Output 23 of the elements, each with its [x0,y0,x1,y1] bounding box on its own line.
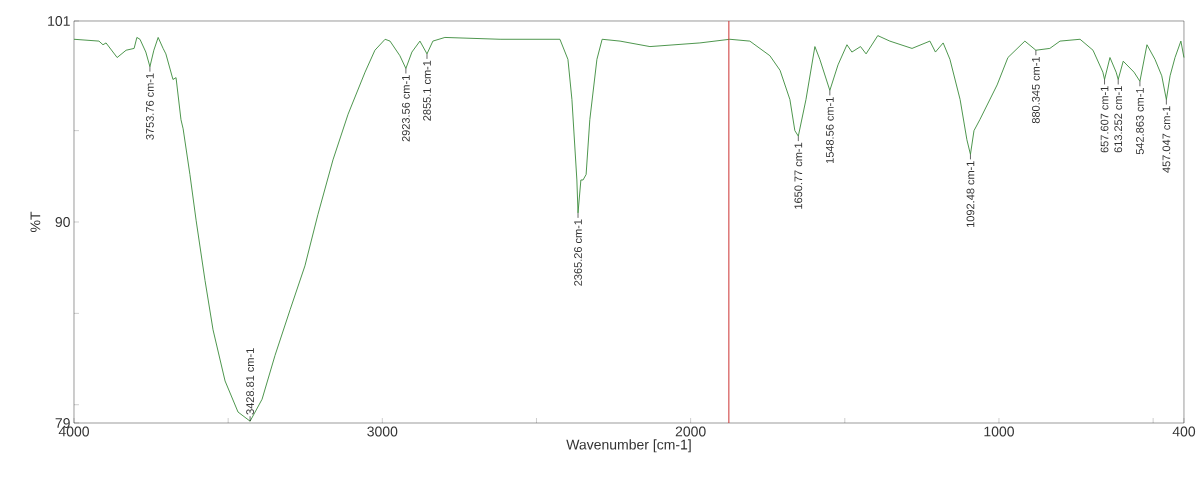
y-tick-label: 101 [48,16,70,26]
y-tick-label: 79 [55,418,70,428]
annotation: 2855.1 cm-1 [423,60,431,121]
x-tick-label: 2000 [675,426,706,437]
x-tick-label: 3000 [367,426,398,437]
x-tick-label: 4000 [58,426,89,437]
annotation: 542.863 cm-1 [1136,88,1144,155]
x-axis-title: Wavenumber [cm-1] [566,439,691,453]
annotation: 2923.56 cm-1 [401,75,410,142]
annotation: 613.252 cm-1 [1114,86,1123,153]
x-tick-label: 400 [1172,426,1196,437]
annotation: 1650.77 cm-1 [794,142,803,209]
annotation: 3753.76 cm-1 [146,73,154,140]
annotation: 657.607 cm-1 [1100,86,1109,153]
annotation: 1548.56 cm-1 [825,97,834,164]
annotation: 1092.48 cm-1 [966,161,975,228]
annotation: 2365.26 cm-1 [574,219,582,286]
annotation: 457.047 cm-1 [1162,106,1171,173]
y-tick-label: 90 [55,217,70,227]
annotation: 3428.81 cm-1 [246,348,254,415]
annotation: 880.345 cm-1 [1031,56,1040,124]
y-axis-title: %T [30,211,41,232]
x-tick-label: 1000 [984,426,1014,437]
